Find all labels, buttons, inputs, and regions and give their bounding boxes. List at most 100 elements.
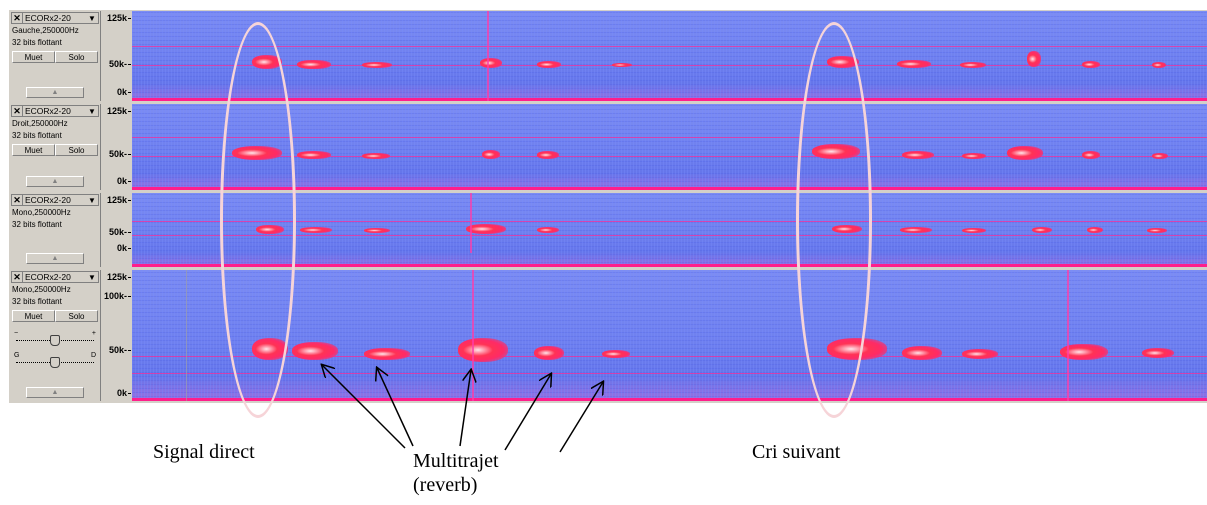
- collapse-button[interactable]: ▲: [26, 387, 84, 398]
- spectrogram-pulse: [472, 270, 474, 401]
- mute-solo-group: Muet Solo: [12, 144, 98, 156]
- track-control-panel: ✕ ECORx2-20 ▼ Mono,250000Hz 32 bits flot…: [10, 270, 101, 401]
- track-name[interactable]: ECORx2-20: [25, 195, 71, 205]
- reverb-echo: [612, 63, 632, 67]
- track-format: 32 bits flottant: [12, 131, 62, 140]
- reverb-echo: [897, 60, 931, 68]
- pan-left-label: G: [14, 352, 20, 359]
- mute-solo-group: Muet Solo: [12, 51, 98, 63]
- triangle-up-icon: ▲: [51, 389, 59, 396]
- reverb-echo: [900, 227, 932, 233]
- ruler-label: 0k: [116, 243, 132, 253]
- spectrogram[interactable]: [132, 11, 1207, 101]
- spectrogram-band: [132, 65, 1207, 66]
- gain-slider-thumb[interactable]: [50, 335, 60, 346]
- spectrogram-floor: [132, 187, 1207, 190]
- playback-cursor: [186, 270, 187, 401]
- pan-slider-thumb[interactable]: [50, 357, 60, 368]
- reverb-echo: [537, 227, 559, 233]
- spectrogram-pulse: [470, 193, 472, 253]
- reverb-echo: [300, 227, 332, 233]
- reverb-echo: [602, 350, 630, 358]
- reverb-echo: [480, 58, 502, 68]
- collapse-button[interactable]: ▲: [26, 176, 84, 187]
- frequency-ruler: 125k 50k- 0k: [101, 11, 132, 101]
- spectrogram[interactable]: [132, 270, 1207, 401]
- track-name[interactable]: ECORx2-20: [25, 13, 71, 23]
- solo-button[interactable]: Solo: [55, 310, 98, 322]
- tracks-area: ✕ ECORx2-20 ▼ Gauche,250000Hz 32 bits fl…: [9, 10, 1207, 403]
- reverb-echo: [1060, 344, 1108, 360]
- ruler-label: 50k-: [108, 345, 132, 355]
- reverb-echo: [962, 349, 998, 359]
- ruler-label: 125k: [106, 195, 132, 205]
- track-channel-rate: Mono,250000Hz: [12, 285, 71, 294]
- collapse-button[interactable]: ▲: [26, 87, 84, 98]
- spectrogram-band: [132, 356, 1207, 357]
- ruler-label: 100k-: [103, 291, 132, 301]
- close-icon[interactable]: ✕: [12, 106, 23, 116]
- signal-direct-label: Signal direct: [153, 441, 255, 463]
- triangle-up-icon: ▲: [51, 89, 59, 96]
- ruler-label: 0k: [116, 87, 132, 97]
- spectrogram-band: [132, 235, 1207, 236]
- ruler-label: 50k-: [108, 149, 132, 159]
- chevron-down-icon[interactable]: ▼: [88, 195, 96, 205]
- reverb-echo: [364, 228, 390, 233]
- track-format: 32 bits flottant: [12, 220, 62, 229]
- track-name-bar[interactable]: ✕ ECORx2-20 ▼: [11, 271, 99, 283]
- pan-slider[interactable]: G D: [14, 352, 96, 368]
- spectrogram[interactable]: [132, 104, 1207, 190]
- multipath-label: Multitrajet: [413, 450, 499, 472]
- spectrogram-band: [132, 46, 1207, 47]
- ruler-label: 125k: [106, 13, 132, 23]
- close-icon[interactable]: ✕: [12, 195, 23, 205]
- triangle-up-icon: ▲: [51, 255, 59, 262]
- spectrogram-band: [132, 156, 1207, 157]
- reverb-echo: [902, 151, 934, 159]
- reverb-echo: [482, 150, 500, 159]
- reverb-echo: [364, 348, 410, 360]
- track-name-bar[interactable]: ✕ ECORx2-20 ▼: [11, 194, 99, 206]
- ruler-label: 125k: [106, 272, 132, 282]
- track-control-panel: ✕ ECORx2-20 ▼ Mono,250000Hz 32 bits flot…: [10, 193, 101, 267]
- solo-button[interactable]: Solo: [55, 144, 98, 156]
- reverb-echo: [1152, 153, 1168, 159]
- chevron-down-icon[interactable]: ▼: [88, 106, 96, 116]
- chevron-down-icon[interactable]: ▼: [88, 13, 96, 23]
- ruler-label: 125k: [106, 106, 132, 116]
- reverb-echo: [1142, 348, 1174, 358]
- track-name-bar[interactable]: ✕ ECORx2-20 ▼: [11, 105, 99, 117]
- reverb-echo: [1032, 227, 1052, 233]
- track-2: ✕ ECORx2-20 ▼ Droit,250000Hz 32 bits flo…: [9, 103, 1207, 191]
- ruler-label: 50k-: [108, 227, 132, 237]
- arrow-5: [559, 382, 603, 453]
- solo-button[interactable]: Solo: [55, 51, 98, 63]
- mute-button[interactable]: Muet: [12, 310, 55, 322]
- track-name[interactable]: ECORx2-20: [25, 106, 71, 116]
- gain-plus-label: +: [91, 330, 96, 337]
- chevron-down-icon[interactable]: ▼: [88, 272, 96, 282]
- spectrogram[interactable]: [132, 193, 1207, 267]
- close-icon[interactable]: ✕: [12, 13, 23, 23]
- track-name-bar[interactable]: ✕ ECORx2-20 ▼: [11, 12, 99, 24]
- mute-button[interactable]: Muet: [12, 51, 55, 63]
- close-icon[interactable]: ✕: [12, 272, 23, 282]
- mute-button[interactable]: Muet: [12, 144, 55, 156]
- collapse-button[interactable]: ▲: [26, 253, 84, 264]
- track-format: 32 bits flottant: [12, 297, 62, 306]
- spectrogram-pulse: [1067, 270, 1069, 401]
- spectrogram-floor: [132, 264, 1207, 267]
- spectrogram-floor: [132, 398, 1207, 401]
- reverb-echo: [902, 346, 942, 360]
- reverb-echo: [466, 224, 506, 234]
- track-channel-rate: Mono,250000Hz: [12, 208, 71, 217]
- reverb-echo: [1147, 228, 1167, 233]
- reverb-echo: [537, 61, 561, 68]
- track-name[interactable]: ECORx2-20: [25, 272, 71, 282]
- gain-slider[interactable]: − +: [14, 330, 96, 346]
- track-control-panel: ✕ ECORx2-20 ▼ Droit,250000Hz 32 bits flo…: [10, 104, 101, 190]
- track-channel-rate: Gauche,250000Hz: [12, 26, 79, 35]
- reverb-echo: [292, 342, 338, 360]
- mute-solo-group: Muet Solo: [12, 310, 98, 322]
